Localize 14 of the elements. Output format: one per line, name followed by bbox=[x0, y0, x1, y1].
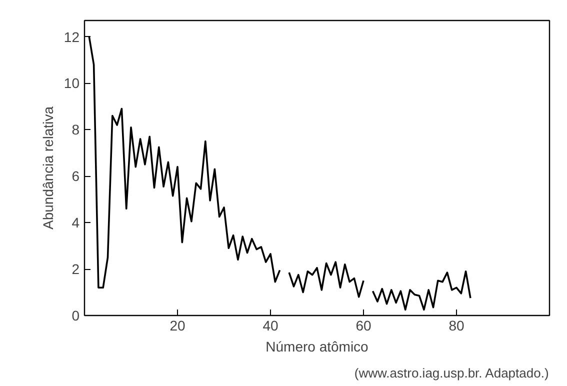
text: (www.astro.iag.usp.br. Adaptado.) bbox=[354, 366, 549, 380]
x-tick-label: 40 bbox=[262, 318, 278, 334]
x-tick-label: 60 bbox=[356, 318, 372, 334]
y-tick-label: 10 bbox=[64, 75, 80, 92]
x-axis-title: Número atômico bbox=[266, 338, 369, 354]
x-tick-label: 20 bbox=[170, 318, 186, 334]
y-tick-label: 8 bbox=[72, 122, 80, 138]
y-axis-title: Abundância relativa bbox=[40, 106, 56, 230]
y-tick-label: 12 bbox=[64, 28, 80, 45]
x-tick-label: 80 bbox=[448, 318, 464, 334]
y-tick-label: 4 bbox=[72, 214, 80, 231]
y-tick-label: 2 bbox=[72, 261, 80, 278]
y-tick-label: 6 bbox=[72, 168, 80, 184]
y-tick-label: 0 bbox=[72, 308, 80, 324]
